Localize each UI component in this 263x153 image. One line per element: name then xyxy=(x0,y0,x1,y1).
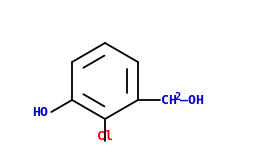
Text: CH: CH xyxy=(161,93,177,106)
Text: —OH: —OH xyxy=(180,93,204,106)
Text: Cl: Cl xyxy=(97,130,113,143)
Text: 2: 2 xyxy=(174,92,180,102)
Text: HO: HO xyxy=(32,106,48,119)
